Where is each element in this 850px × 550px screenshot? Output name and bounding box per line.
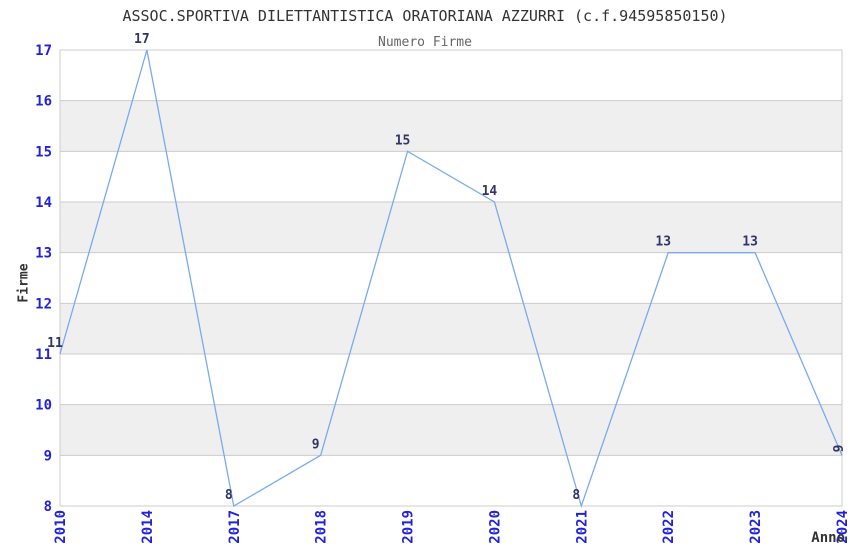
point-label: 8 <box>225 488 233 503</box>
y-tick-label: 10 <box>35 398 52 414</box>
data-line <box>59 49 843 509</box>
point-label: 8 <box>572 488 580 503</box>
x-tick-label: 2020 <box>487 510 503 544</box>
grid-band <box>60 100 842 152</box>
point-label: 15 <box>395 133 411 148</box>
x-tick-label: 2022 <box>661 510 677 544</box>
point-label: 9 <box>312 437 320 452</box>
point-label: 9 <box>832 445 847 453</box>
chart-subtitle: Numero Firme <box>378 35 472 50</box>
x-tick-label: 2010 <box>53 510 69 544</box>
point-label: 11 <box>47 336 63 351</box>
x-tick-label: 2021 <box>574 510 590 544</box>
x-tick-label: 2014 <box>140 510 156 544</box>
y-tick-label: 9 <box>44 448 52 464</box>
point-label: 17 <box>134 32 150 47</box>
y-axis-title: Firme <box>16 263 32 303</box>
x-tick-label: 2019 <box>401 510 417 544</box>
y-tick-label: 13 <box>35 246 52 262</box>
point-label: 13 <box>655 235 671 250</box>
y-tick-label: 14 <box>35 195 52 211</box>
y-tick-label: 16 <box>35 94 52 110</box>
x-axis-title: Anno <box>811 530 845 546</box>
x-tick-label: 2023 <box>748 510 764 544</box>
grid-band <box>60 303 842 354</box>
y-tick-label: 12 <box>35 296 52 312</box>
y-tick-label: 8 <box>44 499 52 515</box>
x-tick-label: 2024 <box>835 510 850 544</box>
point-label: 13 <box>742 235 758 250</box>
point-label: 14 <box>482 184 498 199</box>
x-tick-label: 2018 <box>314 510 330 544</box>
x-tick-label: 2017 <box>227 510 243 544</box>
y-tick-label: 17 <box>35 43 52 59</box>
y-tick-label: 15 <box>35 144 52 160</box>
plot-border <box>59 49 843 507</box>
grid-band <box>60 404 842 456</box>
chart-title: ASSOC.SPORTIVA DILETTANTISTICA ORATORIAN… <box>122 7 728 25</box>
grid-band <box>60 202 842 253</box>
y-tick-label: 11 <box>35 347 52 363</box>
